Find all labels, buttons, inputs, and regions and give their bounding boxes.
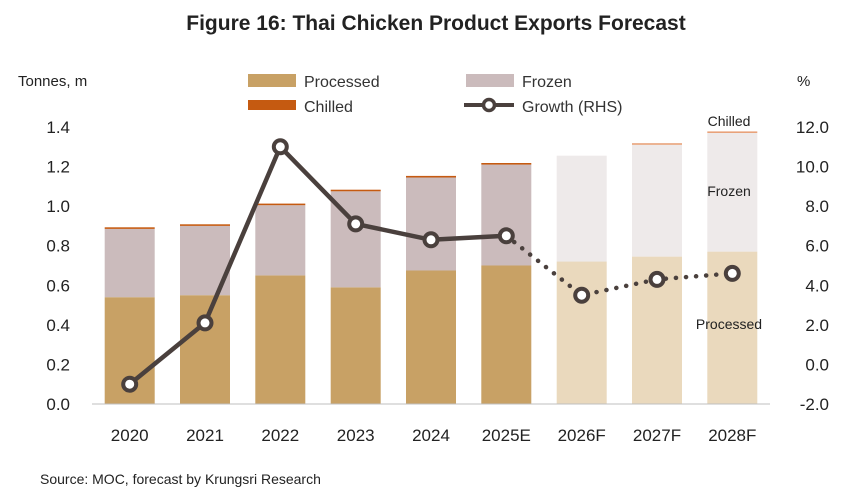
bar-frozen-2024 [406,177,456,271]
x-tick-label: 2021 [186,426,224,445]
x-tick-label: 2020 [111,426,149,445]
annotation-chilled: Chilled [708,113,751,129]
growth-point-2020 [121,375,139,393]
growth-point-2022 [271,138,289,156]
right-tick-label: 8.0 [805,197,829,216]
right-tick-label: 6.0 [805,237,829,256]
right-tick-label: 0.0 [805,355,829,374]
bar-chilled-2028f [707,131,758,133]
bar-chilled-2021 [180,224,230,226]
bar-frozen-2027f [632,144,682,257]
left-axis-title: Tonnes, m [18,73,87,90]
bar-chilled-2027f [632,143,682,145]
bar-processed-2026f [556,261,607,404]
annotation-frozen: Frozen [707,183,751,199]
bar-frozen-2026f [556,155,607,262]
bar-frozen-2028f [707,132,758,252]
bar-processed-2023 [330,287,381,404]
bar-chilled-2023 [330,189,381,192]
growth-point-2026f [573,286,591,304]
legend-swatch-processed [248,74,296,87]
bar-frozen-2025e [481,164,532,266]
legend-label-chilled: Chilled [304,99,353,116]
right-tick-label: 4.0 [805,276,829,295]
legend: Processed Frozen Chilled Growth (RHS) [248,74,622,116]
bar-chilled-2024 [406,175,456,178]
bar-chilled-2020 [104,227,155,229]
growth-line-forecast [504,233,735,298]
bar-chilled-2025e [481,163,532,165]
growth-point-2027f [648,270,666,288]
left-tick-label: 1.4 [46,118,70,137]
x-tick-label: 2028F [708,426,756,445]
left-tick-label: 0.0 [46,395,70,414]
growth-line-layer [121,138,741,393]
x-tick-label: 2024 [412,426,450,445]
growth-line-actual [128,144,507,386]
right-tick-label: 12.0 [796,118,829,137]
right-tick-label: 2.0 [805,316,829,335]
left-tick-label: 0.2 [46,355,70,374]
legend-label-frozen: Frozen [522,74,572,91]
x-tick-label: 2023 [337,426,375,445]
growth-point-2021 [196,314,214,332]
right-axis-title: % [797,73,810,90]
legend-label-growth: Growth (RHS) [522,99,622,116]
bar-frozen-2022 [255,205,306,276]
growth-point-2025e [497,227,515,245]
left-tick-label: 0.8 [46,237,70,256]
left-tick-label: 0.4 [46,316,70,335]
chart-title: Figure 16: Thai Chicken Product Exports … [186,12,685,35]
source-note: Source: MOC, forecast by Krungsri Resear… [40,471,321,487]
right-tick-label: -2.0 [800,395,829,414]
x-tick-label: 2022 [261,426,299,445]
annotation-processed: Processed [696,316,762,332]
bars-layer [104,131,758,404]
legend-swatch-frozen [466,74,514,87]
bar-chilled-2022 [255,203,306,206]
x-tick-label: 2026F [558,426,606,445]
x-tick-label: 2027F [633,426,681,445]
bar-processed-2021 [180,295,230,404]
growth-point-2023 [347,215,365,233]
right-tick-label: 10.0 [796,158,829,177]
bar-processed-2022 [255,275,306,404]
legend-swatch-chilled [248,100,296,110]
axes-layer: 0.0 0.2 0.4 0.6 0.8 1.0 1.2 1.4 -2.0 0.0 2.0 4.0 6.0… [46,118,829,445]
x-tick-label: 2025E [482,426,531,445]
legend-label-processed: Processed [304,74,380,91]
bar-frozen-2020 [104,228,155,298]
bar-processed-2024 [406,270,456,404]
growth-point-2024 [422,231,440,249]
bar-processed-2025e [481,265,532,404]
left-tick-label: 0.6 [46,276,70,295]
left-tick-label: 1.2 [46,158,70,177]
left-tick-label: 1.0 [46,197,70,216]
growth-point-2028f [723,264,741,282]
legend-marker-growth [481,97,497,113]
